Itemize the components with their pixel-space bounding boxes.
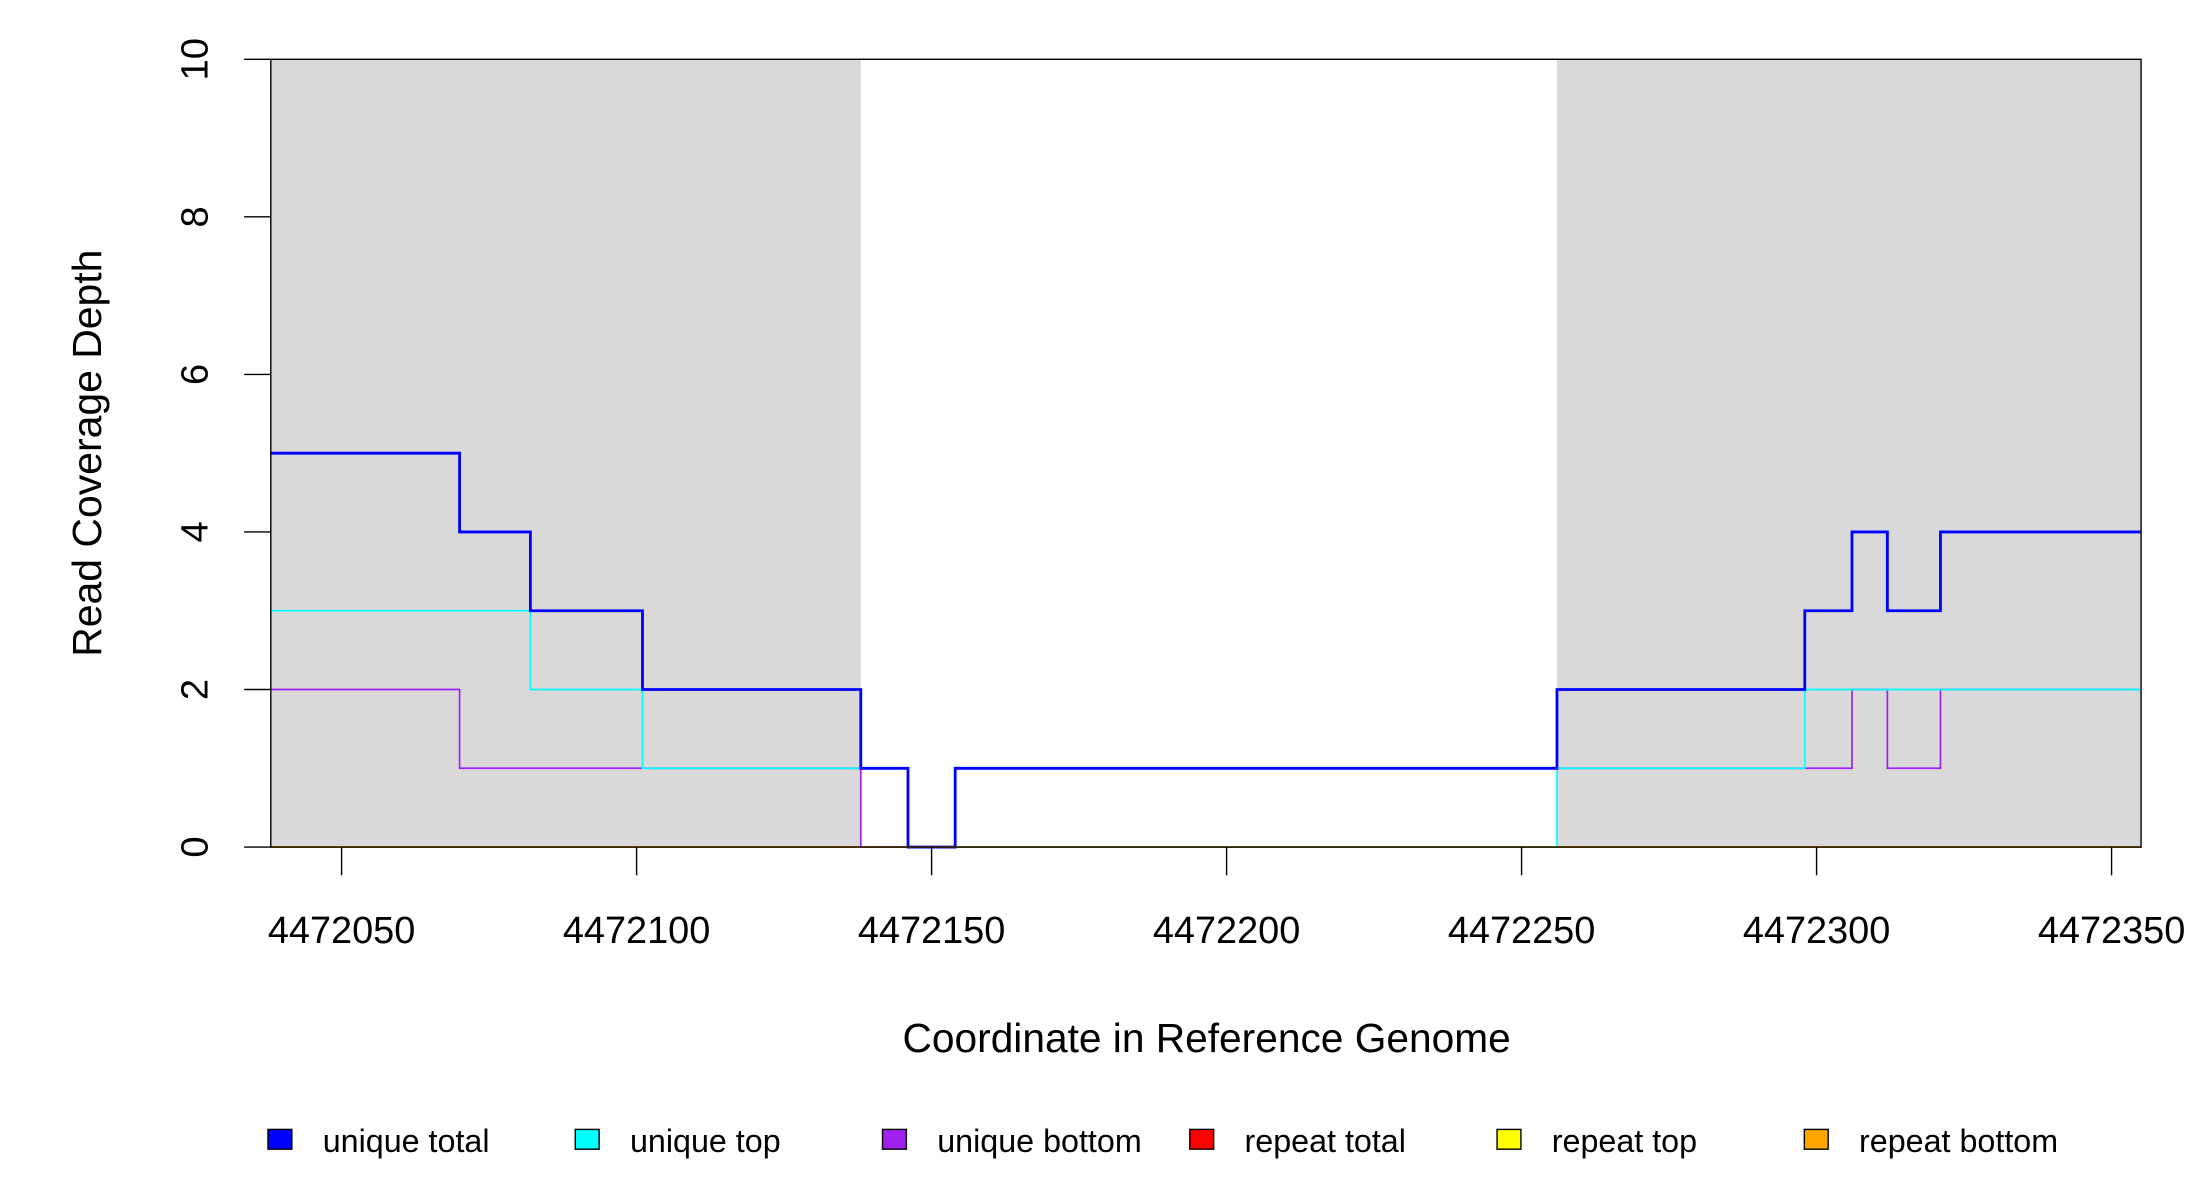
y-tick-label: 0 — [175, 836, 217, 857]
x-axis-title: Coordinate in Reference Genome — [903, 1015, 1511, 1061]
legend: unique total unique top unique bottom repea… — [267, 1123, 2058, 1159]
legend-item: unique bottom — [881, 1123, 1142, 1159]
x-axis: 4472050 4472100 4472150 4472200 4472250 44723… — [268, 847, 2185, 952]
x-tick-label: 4472300 — [1743, 910, 1890, 952]
legend-swatch — [1496, 1128, 1522, 1150]
y-tick-label: 4 — [175, 521, 217, 542]
x-tick-label: 4472150 — [858, 910, 1005, 952]
legend-item: unique total — [267, 1123, 490, 1159]
y-tick-label: 2 — [175, 679, 217, 700]
x-tick-label: 4472200 — [1153, 910, 1300, 952]
plot-border — [270, 58, 2142, 848]
legend-label: repeat total — [1245, 1123, 1406, 1159]
y-tick-label: 10 — [175, 38, 217, 80]
legend-swatch — [1803, 1128, 1829, 1150]
legend-item: repeat total — [1189, 1123, 1406, 1159]
legend-item: unique top — [574, 1123, 781, 1159]
legend-label: repeat bottom — [1859, 1123, 2058, 1159]
series-line-unique-total — [270, 451, 2142, 849]
legend-label: repeat top — [1552, 1123, 1697, 1159]
y-axis: 0 2 4 6 8 10 — [175, 38, 271, 858]
legend-item: repeat bottom — [1803, 1123, 2058, 1159]
y-axis-title: Read Coverage Depth — [64, 250, 110, 657]
x-tick-label: 4472350 — [2038, 910, 2185, 952]
legend-item: repeat top — [1496, 1123, 1697, 1159]
legend-swatch — [881, 1128, 908, 1150]
x-tick-label: 4472250 — [1448, 910, 1595, 952]
x-tick-label: 4472050 — [268, 910, 415, 952]
shaded-regions — [270, 59, 2142, 848]
legend-label: unique bottom — [937, 1123, 1141, 1159]
legend-label: unique total — [323, 1123, 490, 1159]
legend-swatch — [574, 1128, 600, 1150]
y-tick-label: 8 — [175, 206, 217, 227]
legend-label: unique top — [630, 1123, 781, 1159]
y-tick-label: 6 — [175, 364, 217, 385]
legend-swatch — [267, 1128, 293, 1150]
shaded-region — [1556, 59, 2142, 848]
x-tick-label: 4472100 — [563, 910, 710, 952]
legend-swatch — [1189, 1128, 1215, 1150]
